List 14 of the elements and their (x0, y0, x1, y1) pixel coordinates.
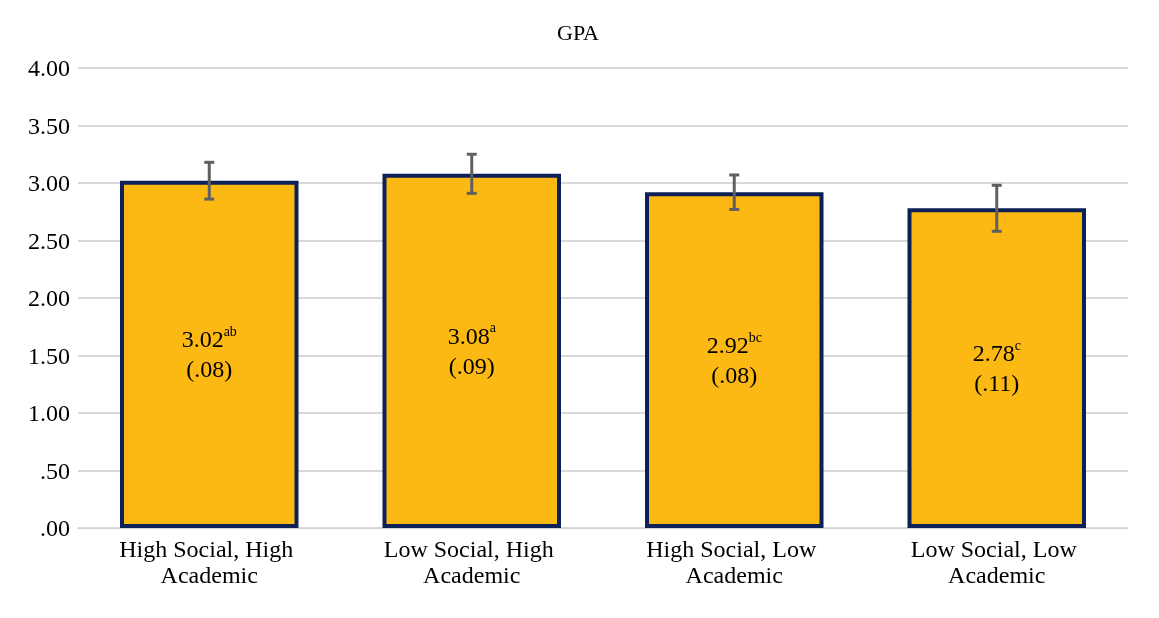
x-tick-label: Low Social, High Academic (383, 536, 560, 588)
y-tick-label: 4.00 (28, 55, 70, 81)
y-tick-label: 3.00 (28, 170, 70, 196)
y-tick-label: .50 (40, 457, 70, 484)
y-tick-label: 1.50 (28, 342, 70, 369)
y-tick-label: 1.00 (28, 400, 70, 426)
y-tick-label: 2.50 (28, 227, 70, 254)
x-tick-label: High Social, Low Academic (646, 536, 823, 588)
y-tick-label: 3.50 (28, 112, 70, 139)
y-tick-label: 2.00 (28, 285, 70, 311)
x-tick-label: Low Social, Low Academic (910, 536, 1083, 588)
y-tick-label: .00 (40, 515, 70, 541)
x-tick-label: High Social, High Academic (119, 536, 300, 588)
chart-title: GPA (557, 19, 600, 45)
